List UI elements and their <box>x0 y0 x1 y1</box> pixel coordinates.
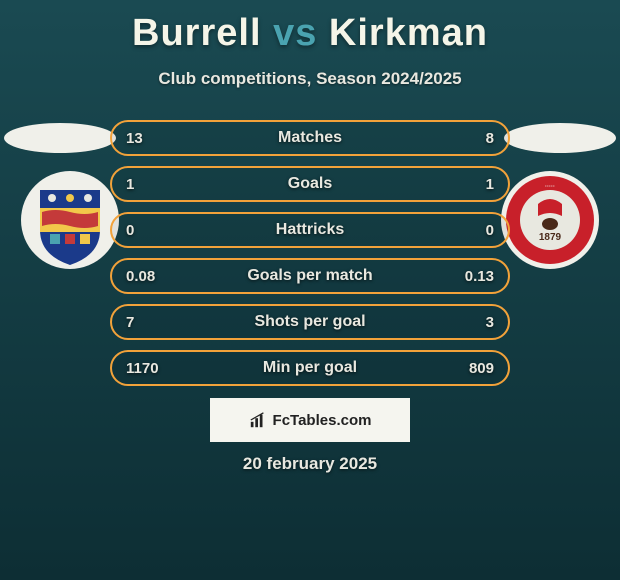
stat-row: 7 Shots per goal 3 <box>110 304 510 340</box>
vs-text: vs <box>273 12 317 54</box>
stat-right-value: 0.13 <box>465 268 494 285</box>
stat-row: 1170 Min per goal 809 <box>110 350 510 386</box>
stat-right-value: 3 <box>486 314 494 331</box>
stat-left-value: 13 <box>126 130 143 147</box>
stat-left-value: 0 <box>126 222 134 239</box>
player2-name: Kirkman <box>329 12 488 54</box>
stat-row: 0 Hattricks 0 <box>110 212 510 248</box>
player1-name: Burrell <box>132 12 261 54</box>
shield-icon <box>20 170 120 270</box>
attribution-text: FcTables.com <box>273 412 372 429</box>
stat-label: Goals <box>288 175 332 193</box>
stat-label: Min per goal <box>263 359 357 377</box>
svg-text:·····: ····· <box>545 184 555 190</box>
stat-row: 0.08 Goals per match 0.13 <box>110 258 510 294</box>
stat-right-value: 0 <box>486 222 494 239</box>
player2-club-crest: 1879 ····· <box>500 170 600 270</box>
stat-left-value: 0.08 <box>126 268 155 285</box>
stat-left-value: 1 <box>126 176 134 193</box>
attribution-box: FcTables.com <box>210 398 410 442</box>
stat-right-value: 809 <box>469 360 494 377</box>
badge-icon: 1879 ····· <box>500 170 600 270</box>
stats-container: 13 Matches 8 1 Goals 1 0 Hattricks 0 0.0… <box>110 120 510 396</box>
stat-left-value: 1170 <box>126 360 159 377</box>
svg-text:1879: 1879 <box>539 232 562 243</box>
player2-base-oval <box>504 123 616 153</box>
subtitle: Club competitions, Season 2024/2025 <box>0 69 620 89</box>
stat-label: Hattricks <box>276 221 344 239</box>
stat-right-value: 8 <box>486 130 494 147</box>
stat-right-value: 1 <box>486 176 494 193</box>
date-text: 20 february 2025 <box>243 454 377 474</box>
stat-row: 13 Matches 8 <box>110 120 510 156</box>
fctables-logo-icon <box>249 411 267 429</box>
player1-club-crest <box>20 170 120 270</box>
stat-row: 1 Goals 1 <box>110 166 510 202</box>
stat-label: Goals per match <box>247 267 372 285</box>
stat-label: Shots per goal <box>254 313 365 331</box>
stat-label: Matches <box>278 129 342 147</box>
comparison-title: Burrell vs Kirkman <box>0 0 620 55</box>
player1-base-oval <box>4 123 116 153</box>
stat-left-value: 7 <box>126 314 134 331</box>
